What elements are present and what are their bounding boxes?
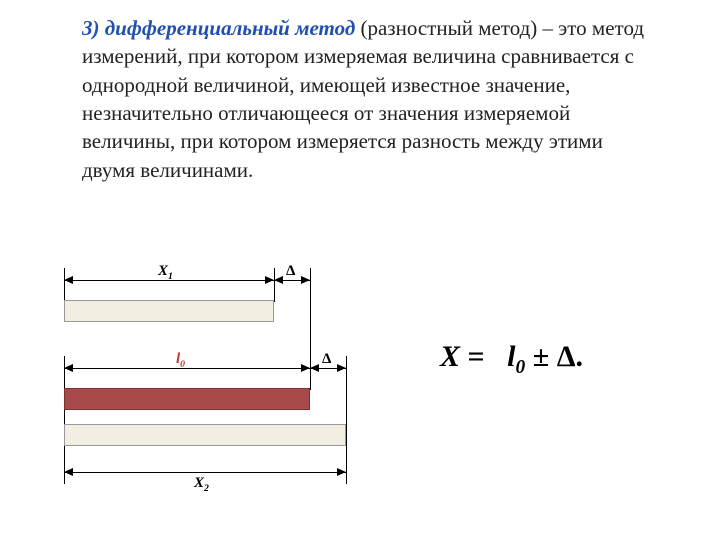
formula-eq: = [468, 340, 485, 373]
arrow-right-icon [265, 276, 274, 284]
dim-tick [64, 446, 65, 484]
arrow-left-icon [310, 364, 319, 372]
length-diagram: X1 Δ l0 Δ X2 [40, 260, 360, 520]
arrow-right-icon [301, 364, 310, 372]
formula-pm: ± [533, 340, 549, 373]
formula-delta: Δ [557, 340, 576, 373]
arrow-left-icon [64, 468, 73, 476]
term-number: 3) [82, 16, 100, 40]
label-x2: X2 [194, 475, 209, 494]
dim-line-l0 [64, 368, 310, 369]
term-name: дифференциальный метод [105, 16, 355, 40]
label-l0: l0 [176, 351, 185, 370]
bar-l0 [64, 388, 310, 410]
arrow-left-icon [274, 276, 283, 284]
formula: X = l0 ± Δ. [440, 340, 583, 379]
arrow-right-icon [337, 468, 346, 476]
arrow-left-icon [64, 364, 73, 372]
arrow-left-icon [64, 276, 73, 284]
formula-l-sub: 0 [515, 357, 525, 378]
dim-line-x2 [64, 472, 346, 473]
definition-text: (разностный метод) – это метод измерений… [82, 16, 644, 182]
bar-x2 [64, 424, 346, 446]
definition-paragraph: 3) дифференциальный метод (разностный ме… [82, 14, 650, 184]
label-x1: X1 [158, 263, 173, 282]
arrow-right-icon [337, 364, 346, 372]
label-delta-bot: Δ [322, 351, 331, 368]
bar-x1 [64, 300, 274, 322]
arrow-right-icon [301, 276, 310, 284]
dim-tick [274, 268, 275, 302]
formula-X: X [440, 340, 460, 373]
dim-tick [346, 356, 347, 484]
label-delta-top: Δ [286, 263, 295, 280]
formula-period: . [576, 340, 584, 373]
dim-tick [64, 268, 65, 302]
